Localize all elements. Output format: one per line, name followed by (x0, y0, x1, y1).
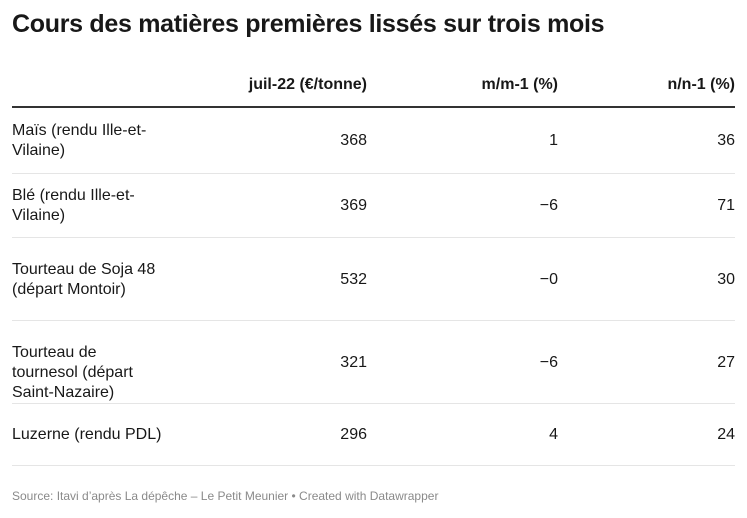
price-value: 296 (340, 426, 367, 443)
price-value: 368 (340, 132, 367, 149)
row-label: Luzerne (rendu PDL) (12, 426, 162, 443)
nn-value: 30 (717, 271, 735, 288)
mm-value: 4 (549, 426, 558, 443)
row-label: Blé (rendu Ille-et-Vilaine) (12, 187, 135, 224)
nn-value: 24 (717, 426, 735, 443)
table-row: Tourteau de tournesol (départ Saint-Naza… (12, 321, 735, 404)
mm-value: −6 (539, 354, 558, 371)
data-table: juil-22 (€/tonne) m/m-1 (%) n/n-1 (%) Ma… (12, 68, 735, 466)
header-nn: n/n-1 (%) (667, 76, 735, 93)
table-body: Maïs (rendu Ille-et-Vilaine) 368 1 36 Blé (r… (12, 108, 735, 466)
table-row: Tourteau de Soja 48 (départ Montoir) 532 −… (12, 238, 735, 321)
mm-value: 1 (549, 132, 558, 149)
nn-value: 27 (717, 354, 735, 371)
row-label: Tourteau de tournesol (départ Saint-Naza… (12, 344, 133, 401)
chart-title: Cours des matières premières lissés sur … (12, 10, 605, 38)
table-header-row: juil-22 (€/tonne) m/m-1 (%) n/n-1 (%) (12, 68, 735, 108)
price-value: 321 (340, 354, 367, 371)
table-row: Maïs (rendu Ille-et-Vilaine) 368 1 36 (12, 108, 735, 174)
row-label: Tourteau de Soja 48 (départ Montoir) (12, 261, 156, 298)
mm-value: −6 (539, 197, 558, 214)
table-row: Blé (rendu Ille-et-Vilaine) 369 −6 71 (12, 174, 735, 238)
price-value: 369 (340, 197, 367, 214)
price-value: 532 (340, 271, 367, 288)
table-row: Luzerne (rendu PDL) 296 4 24 (12, 404, 735, 466)
source-footer: Source: Itavi d’après La dépêche – Le Pe… (12, 489, 439, 503)
header-mm: m/m-1 (%) (481, 76, 558, 93)
row-label: Maïs (rendu Ille-et-Vilaine) (12, 122, 147, 159)
nn-value: 71 (717, 197, 735, 214)
mm-value: −0 (539, 271, 558, 288)
nn-value: 36 (717, 132, 735, 149)
header-price: juil-22 (€/tonne) (248, 76, 367, 93)
